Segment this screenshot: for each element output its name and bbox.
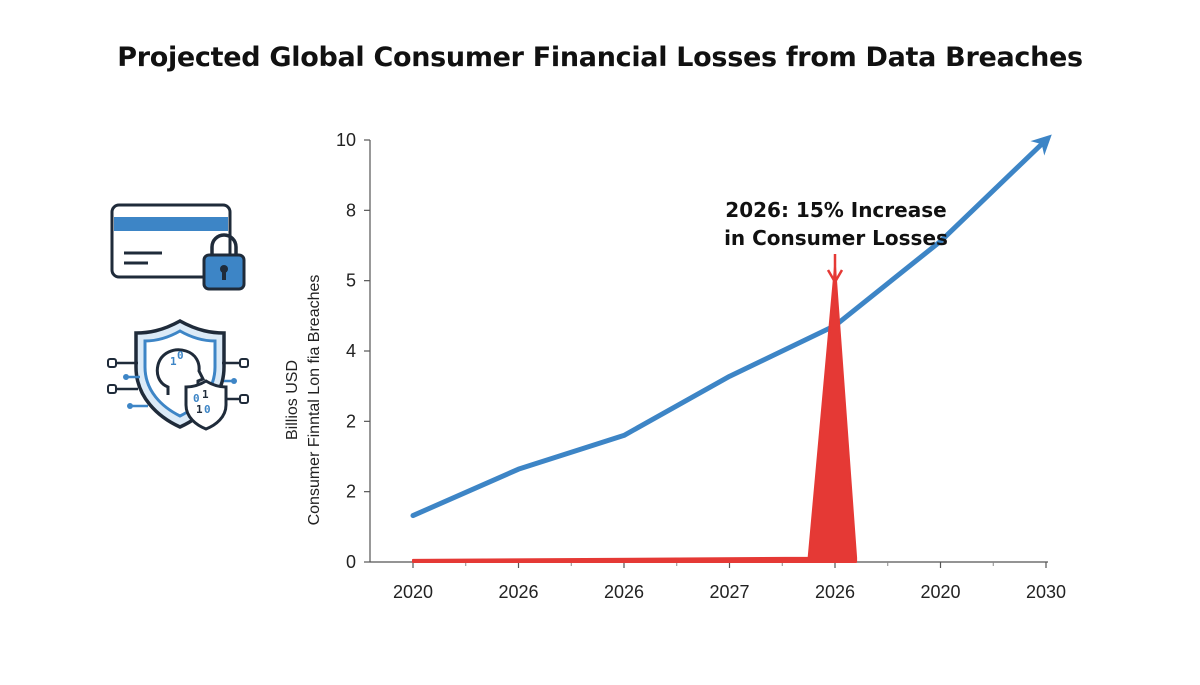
x-tick-label: 2026 [815,582,855,602]
svg-text:1: 1 [202,388,209,401]
y-tick-label: 2 [346,482,356,502]
x-tick-label: 2027 [709,582,749,602]
y-tick-label: 10 [336,130,356,150]
svg-text:1: 1 [170,355,177,368]
y-axis-label: Billios USD Consumer Finntal Lon fia Brea… [284,275,323,526]
y-axis-label-line: Billios USD [284,360,301,440]
x-tick-label: 2026 [498,582,538,602]
x-axis-ticks: 2020 2026 2026 2027 2026 2020 2030 [393,562,1066,602]
y-axis-ticks: 0 2 2 4 5 8 10 [336,130,370,572]
y-axis-label-line: Consumer Finntal Lon fia Breaches [306,275,323,526]
annotation-arrow-head [826,269,844,284]
shield-binary-face-icon: 1 0 0 1 1 0 [107,318,249,431]
annotation: 2026: 15% Increase in Consumer Losses [724,198,948,284]
y-tick-label: 4 [346,341,356,361]
y-tick-label: 8 [346,200,356,220]
x-tick-label: 2030 [1026,582,1066,602]
y-tick-label: 0 [346,552,356,572]
credit-card-lock-icon [110,203,246,291]
icon-column: 1 0 0 1 1 0 [100,195,260,439]
x-tick-label: 2020 [393,582,433,602]
x-tick-label: 2026 [604,582,644,602]
annotation-text: in Consumer Losses [724,226,948,250]
x-tick-label: 2020 [920,582,960,602]
svg-text:1: 1 [196,403,203,416]
series-line [410,134,1052,519]
chart-title: Projected Global Consumer Financial Loss… [117,42,1083,73]
svg-text:0: 0 [177,349,184,362]
series-spike-area [412,265,858,563]
svg-text:0: 0 [193,392,200,405]
annotation-text: 2026: 15% Increase [725,198,946,222]
y-tick-label: 2 [346,411,356,431]
svg-text:0: 0 [204,403,211,416]
y-tick-label: 5 [346,271,356,291]
